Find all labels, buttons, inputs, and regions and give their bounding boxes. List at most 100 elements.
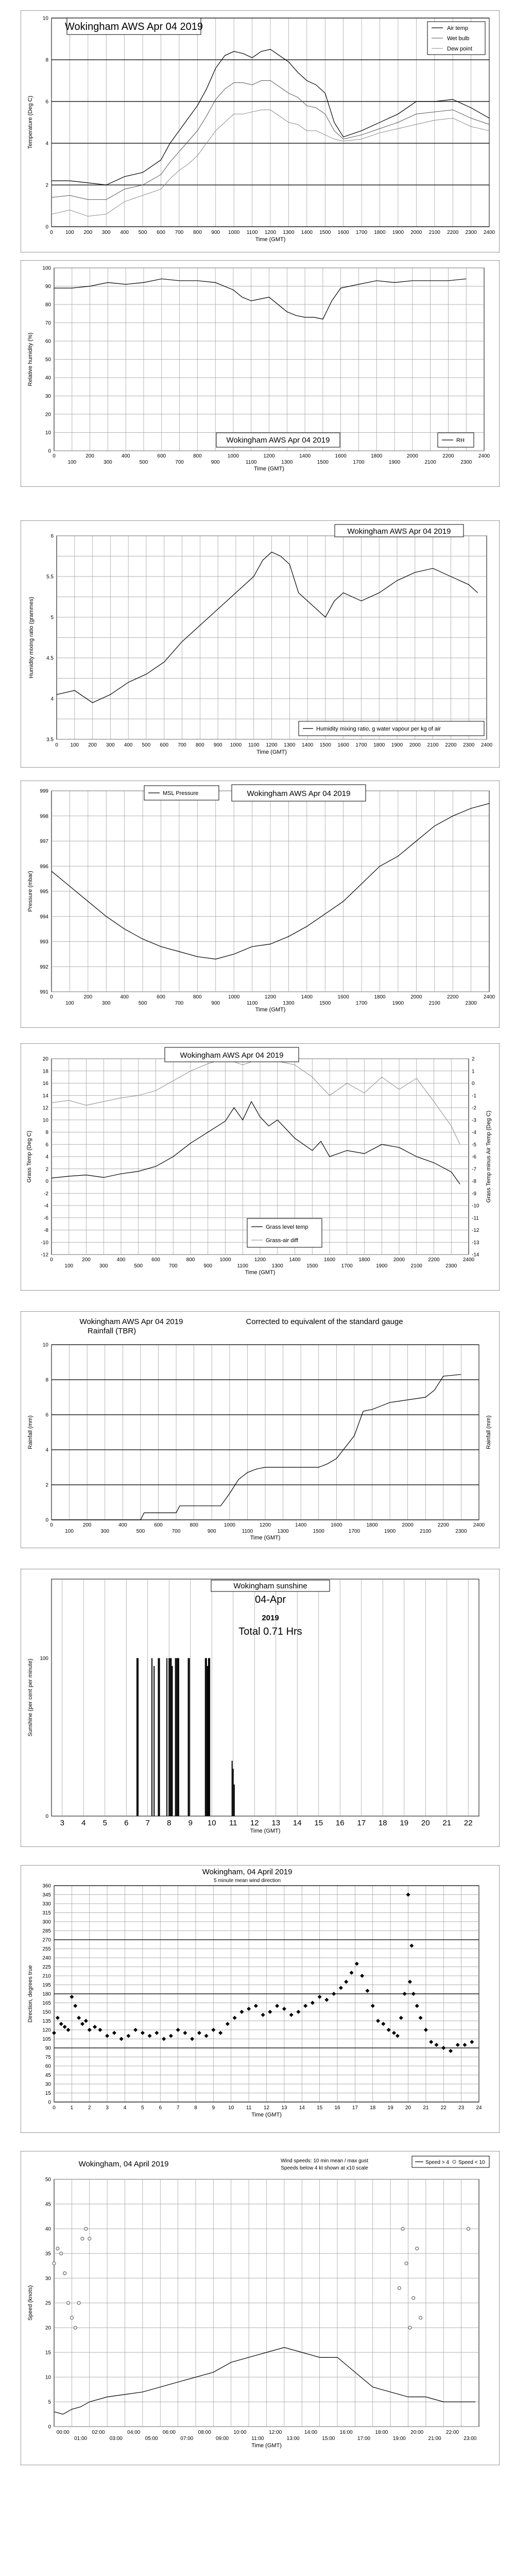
legend-label: RH xyxy=(456,437,465,444)
wind-direction-point xyxy=(62,2025,67,2029)
wind-gust-point xyxy=(411,2296,416,2300)
wind-direction-point xyxy=(441,2046,446,2050)
y-tick-label: 6 xyxy=(45,99,48,105)
y-tick-label: 0 xyxy=(45,1814,48,1820)
x-tick-label: 1600 xyxy=(338,994,350,1000)
x-axis-label: Time (GMT) xyxy=(245,1269,276,1276)
x-tick-label: 600 xyxy=(160,742,168,748)
x-tick-label: 100 xyxy=(67,460,76,465)
wind-direction-point xyxy=(455,2043,460,2047)
y-tick-label: 15 xyxy=(45,2350,52,2356)
wind-direction-point xyxy=(247,2007,251,2011)
x-tick-label: 400 xyxy=(124,742,133,748)
wind-direction-point xyxy=(147,2033,152,2038)
chart-title-box xyxy=(231,784,366,802)
y-tick-label: 0 xyxy=(45,1518,48,1523)
y-tick-label: 70 xyxy=(45,320,52,326)
y-tick-label: 10 xyxy=(45,2375,52,2381)
x-tick-label: 13:00 xyxy=(287,2436,300,2442)
y-tick-label: 6 xyxy=(50,534,54,539)
x-tick-label: 0 xyxy=(53,2105,56,2111)
y-tick-label: 255 xyxy=(42,1946,51,1952)
x-tick-label: 2000 xyxy=(393,1257,405,1263)
y-tick-label: 90 xyxy=(45,2046,52,2052)
chart-title: Wokingham AWS Apr 04 2019 xyxy=(65,21,203,32)
x-tick-label: 2300 xyxy=(445,1263,457,1269)
chart-title: Wokingham sunshine xyxy=(233,1582,307,1590)
chart-subtitle: 5 minute mean wind direction xyxy=(214,1878,281,1884)
mixing-ratio-chart: 3.5 4 4.5 5 5.5 6 0 100 200 300 400 500 600 700 800 900… xyxy=(21,520,500,768)
y-tick-label: 80 xyxy=(45,302,52,308)
x-tick-label: 500 xyxy=(139,230,147,235)
y2-tick-label: -2 xyxy=(472,1106,476,1111)
wind-gust-point xyxy=(88,2236,92,2241)
wind-gust-point xyxy=(408,2326,412,2330)
x-tick-label: 1000 xyxy=(219,1257,231,1263)
y-tick-label: 4 xyxy=(45,1155,48,1160)
x-axis-label: Time (GMT) xyxy=(255,236,286,243)
x-tick-label: 2200 xyxy=(445,742,457,748)
x-tick-label: 13 xyxy=(281,2105,287,2111)
y-tick-label: 4 xyxy=(50,697,54,702)
wind-direction-point xyxy=(407,1979,412,1984)
y-tick-label: 35 xyxy=(45,2251,52,2257)
x-tick-label: 600 xyxy=(154,1522,163,1528)
y-tick-label: 20 xyxy=(45,412,52,418)
x-tick-label: 1100 xyxy=(247,230,258,235)
y-tick-label: 45 xyxy=(45,2202,52,2208)
x-tick-label: 11 xyxy=(246,2105,252,2111)
x-tick-label: 1700 xyxy=(353,460,365,465)
chart-title: Wokingham, 04 April 2019 xyxy=(202,1868,293,1876)
y-tick-label: 10 xyxy=(45,430,52,436)
x-tick-label: 2300 xyxy=(465,230,477,235)
y-axis-label: Speed (knots) xyxy=(27,2285,33,2320)
x-tick-label: 800 xyxy=(186,1257,195,1263)
legend-box xyxy=(298,721,485,736)
legend-label: MSL Pressure xyxy=(163,790,198,796)
y-tick-label: 105 xyxy=(42,2037,51,2042)
chart-year: 2019 xyxy=(262,1614,279,1622)
y-axis-label: Direction, degrees true xyxy=(27,1965,33,2022)
wind-direction-point xyxy=(52,2030,56,2035)
y-tick-label: -8 xyxy=(44,1228,48,1233)
x-tick-label: 21 xyxy=(423,2105,429,2111)
y-tick-label: 40 xyxy=(45,2227,52,2232)
x-tick-label: 18 xyxy=(379,1819,387,1827)
y2-tick-label: -5 xyxy=(472,1142,476,1148)
y-axis-label: Relative humidity (%) xyxy=(27,333,33,386)
y-tick-label: 270 xyxy=(42,1938,51,1943)
chart-panel-wind-speed: 0 5 10 15 20 25 30 35 40 45 50 00:00 01:00 02:00 03:00… xyxy=(21,2151,500,2465)
x-tick-label: 20:00 xyxy=(410,2430,423,2435)
x-tick-label: 19 xyxy=(388,2105,394,2111)
x-axis-label: Time (GMT) xyxy=(251,2443,282,2449)
x-tick-label: 1600 xyxy=(335,453,347,459)
x-tick-label: 00:00 xyxy=(57,2430,70,2435)
wind-direction-point xyxy=(282,2007,286,2011)
wind-direction-point xyxy=(218,2030,223,2035)
x-tick-label: 1000 xyxy=(228,453,239,459)
y2-tick-label: -11 xyxy=(472,1215,479,1221)
x-tick-label: 0 xyxy=(50,230,53,235)
chart-note: Corrected to equivalent of the standard … xyxy=(246,1317,403,1326)
legend-box xyxy=(247,1218,322,1248)
x-tick-label: 1300 xyxy=(272,1263,284,1269)
series-line-1 xyxy=(51,80,490,200)
x-tick-label: 15 xyxy=(314,1819,323,1827)
chart-title: Wokingham AWS Apr 04 2019 xyxy=(227,436,330,445)
x-tick-label: 05:00 xyxy=(145,2436,158,2442)
x-tick-label: 22:00 xyxy=(446,2430,459,2435)
chart-panel-temperature: 0 2 4 6 8 10 0 100 200 300 400 500 600 700 800 900 1000 1… xyxy=(21,10,500,252)
x-tick-label: 1500 xyxy=(306,1263,318,1269)
y-tick-label: 996 xyxy=(40,864,48,870)
wind-direction-point xyxy=(360,1974,365,1978)
wind-direction-point xyxy=(386,2028,391,2032)
y-tick-label: 100 xyxy=(40,1656,48,1662)
y2-tick-label: -3 xyxy=(472,1117,476,1123)
x-tick-label: 24 xyxy=(476,2105,482,2111)
x-tick-label: 1500 xyxy=(317,460,329,465)
y-tick-label: 45 xyxy=(45,2073,52,2078)
wind-direction-point xyxy=(168,2033,173,2038)
x-tick-label: 2100 xyxy=(411,1263,423,1269)
x-tick-label: 14 xyxy=(293,1819,302,1827)
y-tick-label: 40 xyxy=(45,376,52,381)
